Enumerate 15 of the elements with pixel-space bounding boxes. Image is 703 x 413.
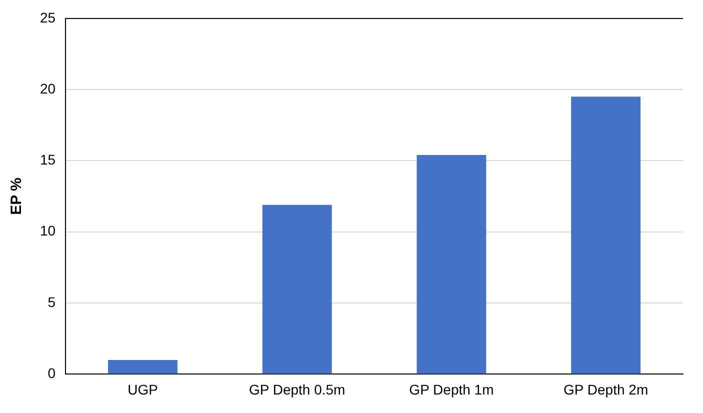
x-tick-label: GP Depth 1m (409, 381, 494, 398)
y-axis-title: EP % (8, 178, 26, 215)
bar (262, 204, 332, 374)
y-tick-label: 0 (48, 365, 56, 382)
x-tick-label: GP Depth 0.5m (248, 381, 346, 398)
bar (571, 96, 641, 374)
x-tick-label: GP Depth 2m (564, 381, 648, 398)
bar (416, 155, 486, 374)
y-tick-label: 15 (40, 152, 56, 168)
bar (108, 360, 178, 374)
y-tick-label: 20 (40, 80, 56, 96)
y-tick-label: 25 (40, 9, 56, 26)
x-tick-label: UGP (128, 381, 158, 398)
y-tick-label: 5 (48, 294, 56, 310)
y-tick-label: 10 (40, 222, 56, 239)
